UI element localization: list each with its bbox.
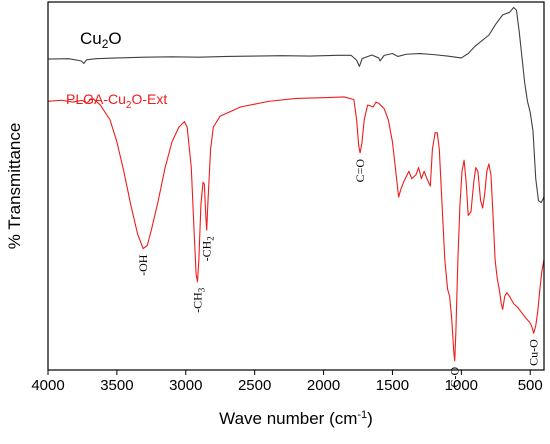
peak-label-5: Cu-O — [527, 339, 541, 366]
x-axis-label: Wave number (cm-1) — [219, 409, 373, 428]
x-tick-label-2000: 2000 — [307, 377, 340, 394]
peak-label-2: -CH2 — [200, 236, 216, 261]
x-tick-label-3500: 3500 — [100, 377, 133, 394]
peak-label-4: C-O — [448, 366, 462, 387]
x-tick-label-4000: 4000 — [31, 377, 64, 394]
x-tick-label-3000: 3000 — [169, 377, 202, 394]
peak-label-3: C=O — [353, 159, 367, 183]
peak-label-0: -OH — [136, 254, 150, 276]
series-layer — [47, 6, 545, 362]
x-tick-label-1000: 1000 — [445, 377, 478, 394]
peak-label-1: -CH3 — [191, 287, 207, 313]
y-axis-label: % Transmittance — [5, 123, 24, 250]
series-label-1: PLGA-Cu2O-Ext — [66, 91, 167, 111]
x-tick-label-1500: 1500 — [376, 377, 409, 394]
series-label-0: Cu2O — [80, 29, 122, 51]
series-labels: Cu2O PLGA-Cu2O-Ext — [66, 29, 167, 111]
x-tick-label-500: 500 — [518, 377, 543, 394]
x-axis-ticks: 4000 3500 3000 2500 2000 1500 1000 500 — [31, 370, 543, 394]
series-line-0 — [47, 6, 545, 204]
x-tick-label-2500: 2500 — [238, 377, 271, 394]
series-line-1 — [47, 96, 545, 362]
plot-frame — [47, 1, 545, 371]
peak-annotations: -OH -CH3 -CH2 C=O C-O Cu-O — [136, 159, 541, 388]
